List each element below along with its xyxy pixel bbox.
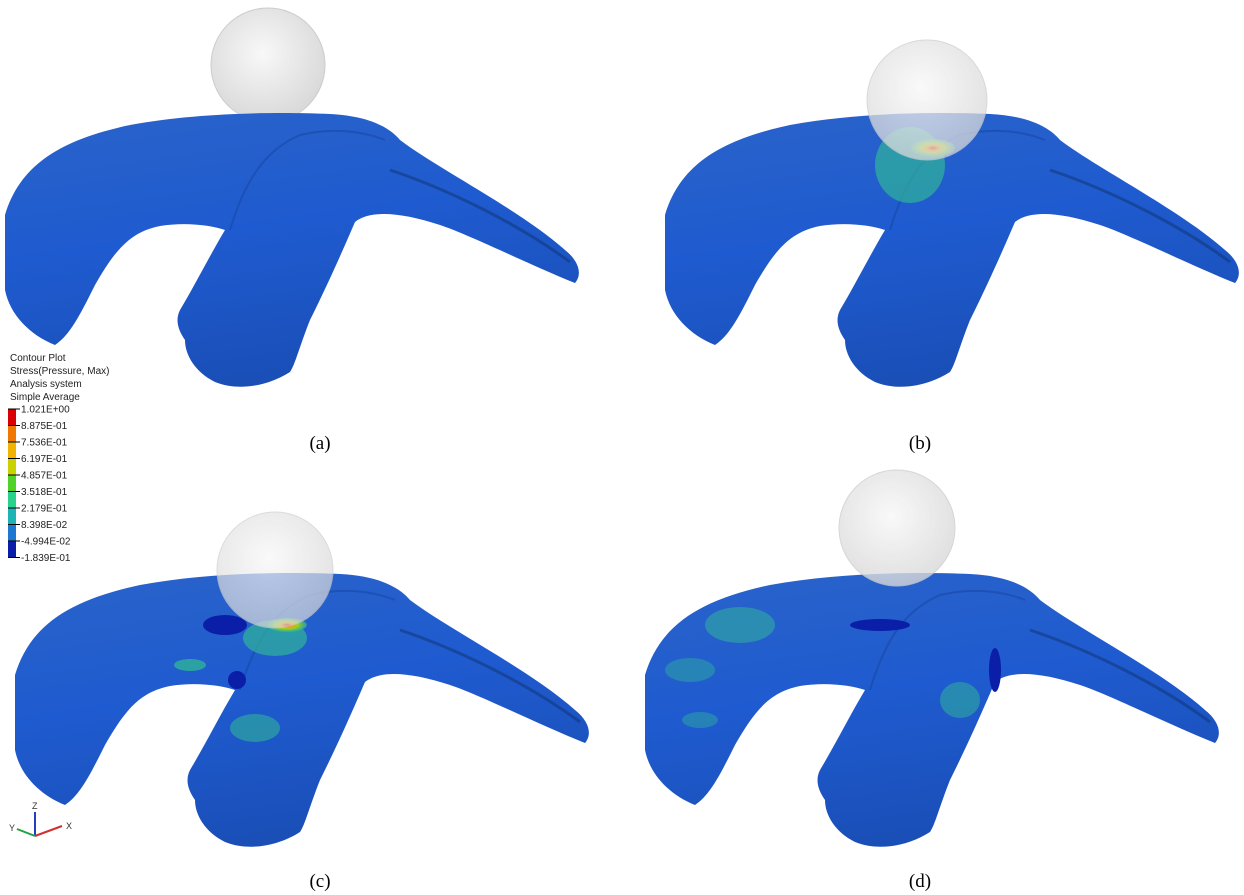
stress-region	[682, 712, 718, 728]
legend-level: 1.021E+00	[21, 405, 70, 416]
sphere	[216, 511, 334, 629]
stress-region	[665, 658, 715, 682]
contour-legend: Contour Plot Stress(Pressure, Max) Analy…	[8, 353, 109, 564]
legend-level: 8.875E-01	[21, 421, 68, 432]
panel-label: (c)	[309, 871, 330, 892]
stress-region	[230, 714, 280, 742]
legend-level: 8.398E-02	[21, 520, 68, 531]
color-band	[8, 409, 16, 426]
color-band	[8, 475, 16, 492]
stress-region	[203, 615, 247, 635]
legend-level: 7.536E-01	[21, 438, 68, 449]
panel-b: (b)	[663, 39, 1241, 454]
axis-label: Y	[9, 823, 15, 833]
stress-region	[940, 682, 980, 718]
panel-a: (a)	[3, 7, 581, 454]
panel-label: (d)	[909, 871, 931, 892]
color-band	[8, 541, 16, 558]
color-band	[8, 491, 16, 508]
legend-title: Stress(Pressure, Max)	[10, 366, 109, 377]
stress-region	[989, 648, 1001, 692]
legend-level: -4.994E-02	[21, 537, 71, 548]
color-band	[8, 458, 16, 475]
sphere	[866, 39, 988, 161]
axis-label: X	[66, 821, 72, 831]
sphere	[838, 469, 956, 587]
legend-level: -1.839E-01	[21, 553, 71, 564]
color-band	[8, 508, 16, 525]
legend-level: 6.197E-01	[21, 454, 68, 465]
sphere	[210, 7, 326, 123]
legend-level: 3.518E-01	[21, 487, 68, 498]
stress-region	[228, 671, 246, 689]
axis-triad: Z Y X	[9, 801, 72, 837]
panel-d: (d)	[643, 469, 1221, 892]
legend-level: 2.179E-01	[21, 504, 68, 515]
color-band	[8, 425, 16, 442]
axis-x	[34, 825, 63, 837]
tissue	[3, 111, 581, 389]
legend-title: Simple Average	[10, 392, 80, 403]
axis-y	[16, 828, 36, 837]
color-band	[8, 524, 16, 541]
panel-label: (b)	[909, 433, 931, 454]
axis-label: Z	[32, 801, 38, 811]
color-band	[8, 442, 16, 459]
legend-level: 4.857E-01	[21, 471, 68, 482]
panel-c: (c)	[13, 511, 591, 892]
stress-region	[850, 619, 910, 631]
panel-label: (a)	[309, 433, 330, 454]
stress-region	[705, 607, 775, 643]
legend-title: Contour Plot	[10, 353, 66, 364]
legend-title: Analysis system	[10, 379, 82, 390]
stress-region	[174, 659, 206, 671]
